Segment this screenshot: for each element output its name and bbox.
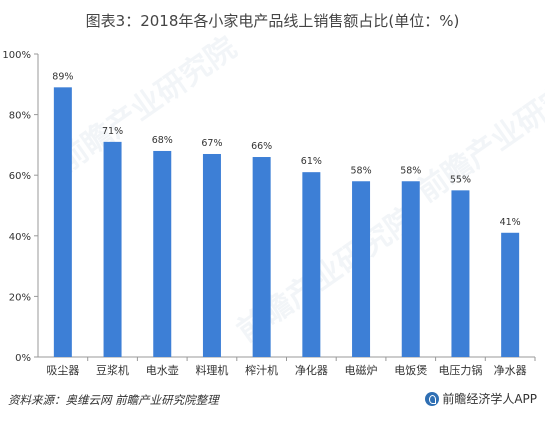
bar — [451, 190, 470, 357]
bar — [352, 181, 371, 357]
bar — [501, 232, 520, 357]
x-tick-label: 电饭煲 — [394, 364, 427, 377]
bar — [252, 157, 271, 357]
y-tick-label: 20% — [9, 292, 31, 303]
data-label: 68% — [152, 135, 173, 146]
x-tick-label: 电压力锅 — [438, 364, 482, 377]
x-tick-label: 净化器 — [295, 363, 328, 377]
data-label: 66% — [251, 141, 272, 152]
y-tick-label: 40% — [9, 232, 31, 243]
data-label: 71% — [102, 126, 123, 137]
x-tick-label: 料理机 — [195, 363, 228, 377]
x-tick-label: 电磁炉 — [345, 364, 378, 377]
bar — [302, 172, 321, 357]
y-tick-label: 80% — [9, 111, 31, 122]
brand-text: 前瞻经济学人APP — [442, 392, 537, 406]
source-note: 资料来源：奥维云网 前瞻产业研究院整理 — [8, 393, 219, 407]
data-label: 58% — [400, 165, 421, 176]
data-label: 55% — [450, 174, 471, 185]
bar — [401, 181, 420, 357]
data-label: 67% — [201, 138, 222, 149]
chart-title: 图表3：2018年各小家电产品线上销售额占比(单位：%) — [85, 12, 460, 30]
bar — [202, 153, 221, 357]
data-label: 58% — [350, 165, 371, 176]
x-tick-label: 吸尘器 — [46, 364, 79, 377]
x-tick-label: 豆浆机 — [96, 363, 129, 377]
y-tick-label: 100% — [2, 50, 31, 61]
bar — [153, 150, 172, 357]
brand-label: 前瞻经济学人APP — [425, 390, 537, 407]
data-label: 61% — [301, 156, 322, 167]
data-label: 89% — [52, 71, 73, 82]
x-tick-label: 净水器 — [494, 363, 527, 377]
bar — [53, 87, 72, 357]
data-label: 41% — [500, 217, 521, 228]
y-tick-label: 60% — [9, 171, 31, 182]
x-tick-label: 榨汁机 — [245, 363, 278, 377]
bar — [103, 141, 122, 357]
x-tick-label: 电水壶 — [146, 363, 179, 377]
brand-logo-icon — [425, 391, 440, 406]
y-tick-label: 0% — [15, 353, 31, 364]
